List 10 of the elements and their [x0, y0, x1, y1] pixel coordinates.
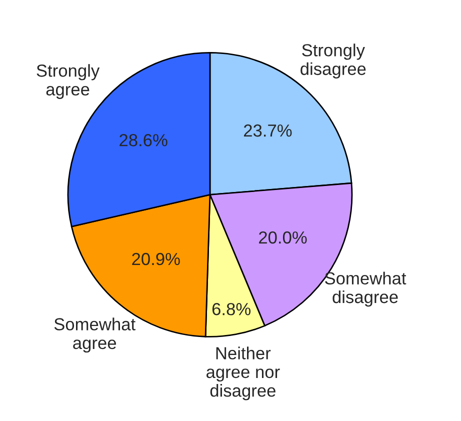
slice-label: Somewhat agree: [54, 318, 136, 353]
data-label: 23.7%: [244, 124, 292, 137]
data-label: 6.8%: [212, 302, 251, 316]
slice-label: Neither agree nor disagree: [206, 346, 280, 400]
slice-label: Strongly disagree: [300, 44, 366, 78]
slice-label: Strongly agree: [36, 64, 100, 99]
data-label: 28.6%: [120, 134, 168, 146]
slice-label: Somewhat disagree: [325, 272, 406, 307]
data-label: 20.9%: [132, 252, 180, 266]
data-label: 20.0%: [259, 231, 307, 244]
